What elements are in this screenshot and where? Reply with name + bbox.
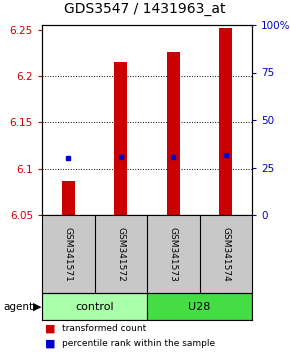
- Bar: [167, 52, 180, 215]
- Bar: [219, 28, 232, 215]
- Text: GSM341571: GSM341571: [64, 227, 73, 281]
- Bar: [42, 293, 147, 320]
- Text: U28: U28: [188, 302, 211, 312]
- Text: ▶: ▶: [33, 302, 42, 312]
- Text: GSM341573: GSM341573: [169, 227, 178, 281]
- Bar: [114, 62, 127, 215]
- Bar: [147, 293, 252, 320]
- Text: GSM341574: GSM341574: [221, 227, 230, 281]
- Text: GSM341572: GSM341572: [116, 227, 125, 281]
- Text: agent: agent: [3, 302, 33, 312]
- Text: control: control: [75, 302, 114, 312]
- Text: transformed count: transformed count: [62, 324, 146, 333]
- Bar: [62, 181, 75, 215]
- Text: ■: ■: [45, 324, 55, 334]
- Text: percentile rank within the sample: percentile rank within the sample: [62, 339, 215, 348]
- Text: GDS3547 / 1431963_at: GDS3547 / 1431963_at: [64, 2, 226, 16]
- Text: ■: ■: [45, 339, 55, 349]
